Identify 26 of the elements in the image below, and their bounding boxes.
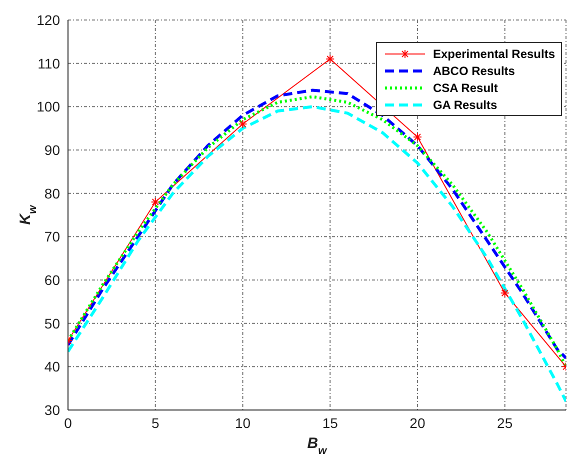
legend-label: CSA Result	[432, 80, 498, 94]
x-tick-label: 15	[322, 414, 338, 431]
x-axis-title: B$_{w}$	[307, 435, 328, 457]
point	[150, 198, 160, 206]
y-tick-label: 90	[44, 142, 60, 158]
legend-label: ABCO Results	[432, 64, 515, 78]
x-tick-label: 5	[151, 414, 160, 431]
legend-label: GA Results	[432, 98, 498, 112]
y-tick-label: 60	[44, 272, 60, 288]
point	[326, 54, 335, 64]
x-tick-label: 25	[497, 414, 513, 431]
y-tick-label: 110	[38, 55, 60, 72]
point	[238, 120, 248, 128]
y-tick-label: 40	[44, 358, 60, 375]
y-tick-label: 120	[36, 12, 60, 28]
point	[412, 132, 422, 142]
y-tick-label: 30	[44, 402, 60, 418]
y-tick-label: 80	[44, 185, 60, 202]
legend-label: Experimental Results	[432, 46, 555, 60]
point	[500, 288, 510, 298]
y-tick-label: 50	[44, 315, 60, 332]
x-tick-label: 10	[234, 414, 251, 431]
y-tick-label: 100	[36, 98, 60, 115]
x-tick-label: 0	[64, 414, 72, 431]
y-tick-label: 70	[44, 228, 60, 245]
x-tick-label: 20	[410, 414, 426, 431]
